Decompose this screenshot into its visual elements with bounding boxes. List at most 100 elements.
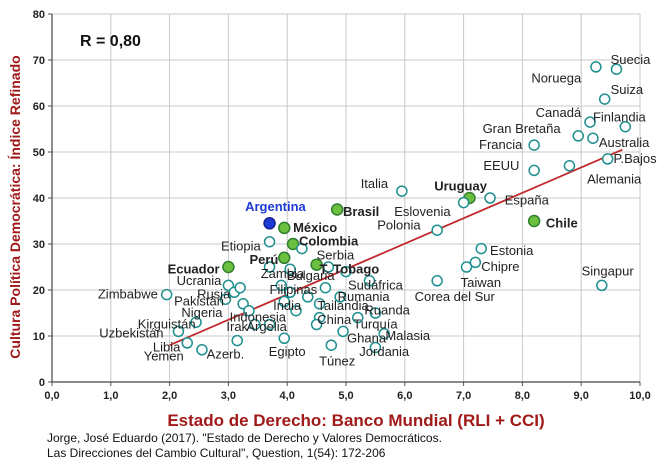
point-label: Serbia	[317, 248, 355, 263]
point-noruega	[591, 62, 601, 72]
point-unlabeled	[235, 283, 245, 293]
x-tick-label: 2,0	[162, 390, 177, 402]
point-label: Uzbekistán	[99, 326, 163, 341]
point-label: Italia	[361, 176, 389, 191]
point-francia	[529, 140, 539, 150]
x-tick-label: 0,0	[44, 390, 59, 402]
source-citation: Jorge, José Eduardo (2017). "Estado de D…	[47, 431, 442, 461]
point-egipto	[279, 333, 289, 343]
point-label: Brasil	[343, 204, 379, 219]
point-label: Colombia	[299, 234, 359, 249]
point-label: Túnez	[319, 353, 355, 368]
point-libia	[182, 338, 192, 348]
point-chile	[529, 216, 540, 227]
point-label: EEUU	[483, 158, 519, 173]
point-label: México	[293, 220, 337, 235]
point-italia	[397, 186, 407, 196]
point-eeuu	[529, 165, 539, 175]
point-label: España	[505, 192, 550, 207]
point-label: Polonia	[377, 218, 421, 233]
y-tick-label: 20	[33, 285, 45, 297]
point-label: Yemen	[144, 349, 184, 364]
point-label: Chipre	[481, 259, 519, 274]
point-taiwan	[462, 262, 472, 272]
x-tick-label: 10,0	[629, 390, 650, 402]
point-suiza	[600, 94, 610, 104]
point-m-xico	[279, 222, 290, 233]
point-label: Finlandia	[593, 110, 647, 125]
point-label: Canadá	[536, 105, 582, 120]
y-tick-label: 60	[33, 101, 45, 113]
point-label: Malasia	[385, 328, 431, 343]
point-label: P.Bajos	[614, 151, 658, 166]
point-label: Etiopia	[221, 238, 262, 253]
point-label: Tailandia	[317, 298, 369, 313]
point-label: Zimbabwe	[98, 287, 158, 302]
point-azerb-	[232, 336, 242, 346]
y-tick-label: 10	[33, 331, 45, 343]
point-espa-a	[485, 193, 495, 203]
point-label: Perú	[249, 252, 278, 267]
x-tick-label: 5,0	[338, 390, 353, 402]
point-label: Eslovenia	[394, 204, 451, 219]
y-axis-title: Cultura Política Democrática: Índice Ref…	[7, 55, 23, 358]
point-label: Azerb.	[207, 346, 245, 361]
point-alemania	[564, 161, 574, 171]
point-unlabeled	[320, 283, 330, 293]
point-label: Taiwan	[461, 275, 501, 290]
point-label: Alemania	[587, 172, 642, 187]
point-labels: SueciaNoruegaSuizaCanadáFinlandiaGran Br…	[98, 52, 657, 368]
x-tick-label: 1,0	[103, 390, 118, 402]
y-tick-label: 0	[39, 377, 45, 389]
x-tick-label: 3,0	[221, 390, 236, 402]
point-label: Egipto	[269, 344, 306, 359]
point-label: Irak	[226, 319, 248, 334]
point-argentina	[264, 218, 275, 229]
y-tick-label: 70	[33, 55, 45, 67]
point-label: Jordania	[359, 344, 410, 359]
point-label: Francia	[479, 137, 523, 152]
point-label: Gran Bretaña	[483, 121, 562, 136]
point-polonia	[432, 225, 442, 235]
x-tick-label: 8,0	[515, 390, 530, 402]
point-label: Argentina	[245, 199, 306, 214]
point-singapur	[597, 280, 607, 290]
x-tick-label: 4,0	[280, 390, 295, 402]
point-label: Ghana	[347, 330, 387, 345]
point-label: Argelia	[246, 319, 287, 334]
correlation-annotation: R = 0,80	[80, 33, 141, 50]
x-tick-label: 7,0	[456, 390, 471, 402]
point-label: Corea del Sur	[415, 289, 496, 304]
point-etiopia	[265, 237, 275, 247]
point-p-bajos	[603, 154, 613, 164]
point-label: Bulgaria	[287, 268, 335, 283]
point-label: China	[317, 312, 352, 327]
point-label: Chile	[546, 215, 578, 230]
point-label: Singapur	[582, 264, 635, 279]
point-yemen	[197, 345, 207, 355]
point-ecuador	[223, 262, 234, 273]
point-brasil	[332, 204, 343, 215]
y-tick-label: 80	[33, 9, 45, 21]
point-label: Australia	[599, 135, 650, 150]
y-tick-label: 40	[33, 193, 45, 205]
point-corea-del-sur	[432, 276, 442, 286]
point-zimbabwe	[162, 290, 172, 300]
point-label: Ucrania	[177, 273, 223, 288]
point-australia	[588, 133, 598, 143]
point-label: Ruanda	[364, 303, 410, 318]
x-tick-label: 6,0	[397, 390, 412, 402]
x-tick-label: 9,0	[574, 390, 589, 402]
source-line-1: Jorge, José Eduardo (2017). "Estado de D…	[47, 431, 442, 446]
y-tick-label: 30	[33, 239, 45, 251]
point-label: Noruega	[531, 70, 582, 85]
y-tick-label: 50	[33, 147, 45, 159]
point-t-nez	[326, 340, 336, 350]
x-axis-title: Estado de Derecho: Banco Mundial (RLI + …	[167, 411, 544, 430]
source-line-2: Las Direcciones del Cambio Cultural", Qu…	[47, 446, 442, 461]
point-per-	[279, 252, 290, 263]
point-label: Filipinas	[270, 282, 318, 297]
point-gran-breta-a	[573, 131, 583, 141]
point-eslovenia	[459, 198, 469, 208]
